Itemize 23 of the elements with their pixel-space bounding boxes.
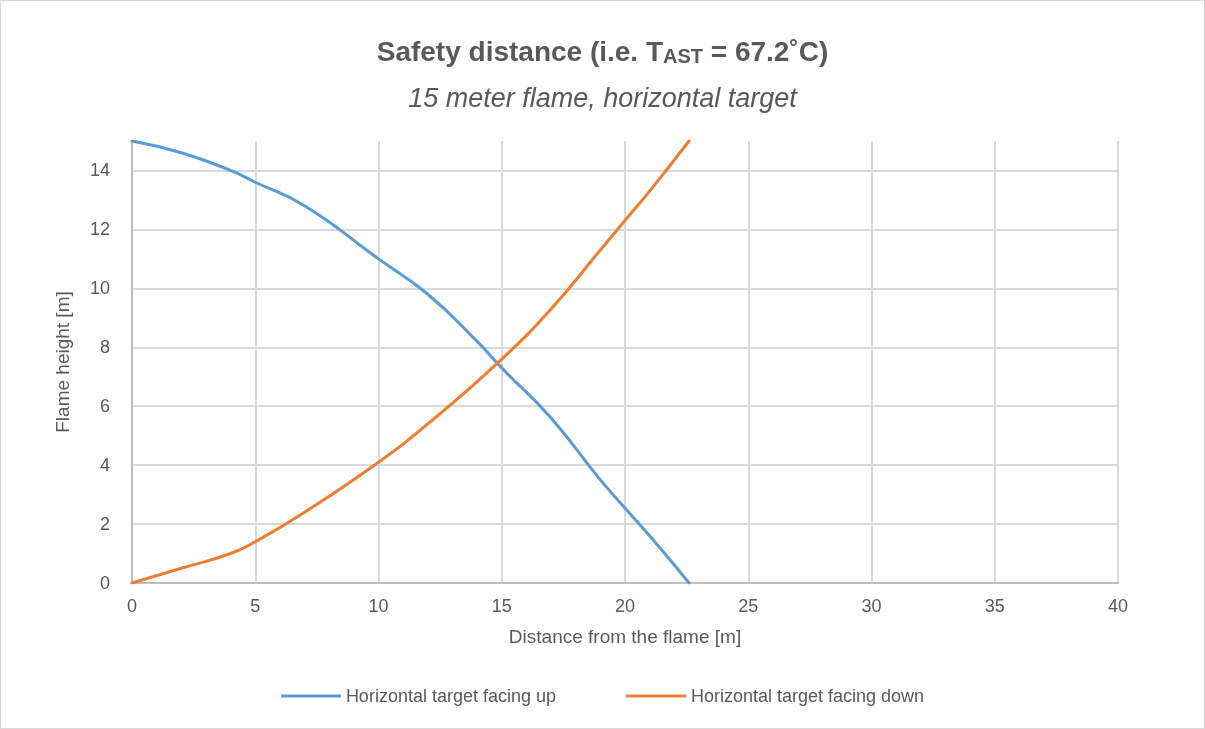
chart-title: Safety distance (i.e. TAST = 67.2˚C) bbox=[376, 35, 829, 67]
legend-label: Horizontal target facing down bbox=[691, 686, 925, 706]
legend-label: Horizontal target facing up bbox=[345, 686, 556, 706]
y-tick-label: 14 bbox=[89, 160, 110, 181]
y-axis-title: Flame height [m] bbox=[52, 291, 73, 433]
x-tick-label: 0 bbox=[126, 596, 138, 616]
y-tick-label: 0 bbox=[99, 573, 110, 593]
y-tick-label: 2 bbox=[99, 514, 110, 535]
x-tick-label: 20 bbox=[614, 596, 636, 616]
chart-subtitle: 15 meter flame, horizontal target bbox=[408, 82, 799, 113]
x-tick-label: 25 bbox=[738, 596, 759, 616]
x-tick-label: 40 bbox=[1107, 596, 1129, 616]
x-tick-label: 5 bbox=[250, 596, 261, 616]
y-tick-label: 8 bbox=[99, 337, 110, 358]
x-tick-label: 15 bbox=[491, 596, 512, 616]
y-tick-label: 6 bbox=[99, 396, 110, 417]
x-axis-title: Distance from the flame [m] bbox=[508, 626, 742, 647]
x-tick-label: 35 bbox=[984, 596, 1005, 616]
y-tick-label: 4 bbox=[99, 455, 110, 476]
x-tick-label: 30 bbox=[861, 596, 882, 616]
x-tick-label: 10 bbox=[368, 596, 389, 616]
y-tick-label: 10 bbox=[89, 278, 110, 299]
y-tick-label: 12 bbox=[89, 219, 110, 240]
